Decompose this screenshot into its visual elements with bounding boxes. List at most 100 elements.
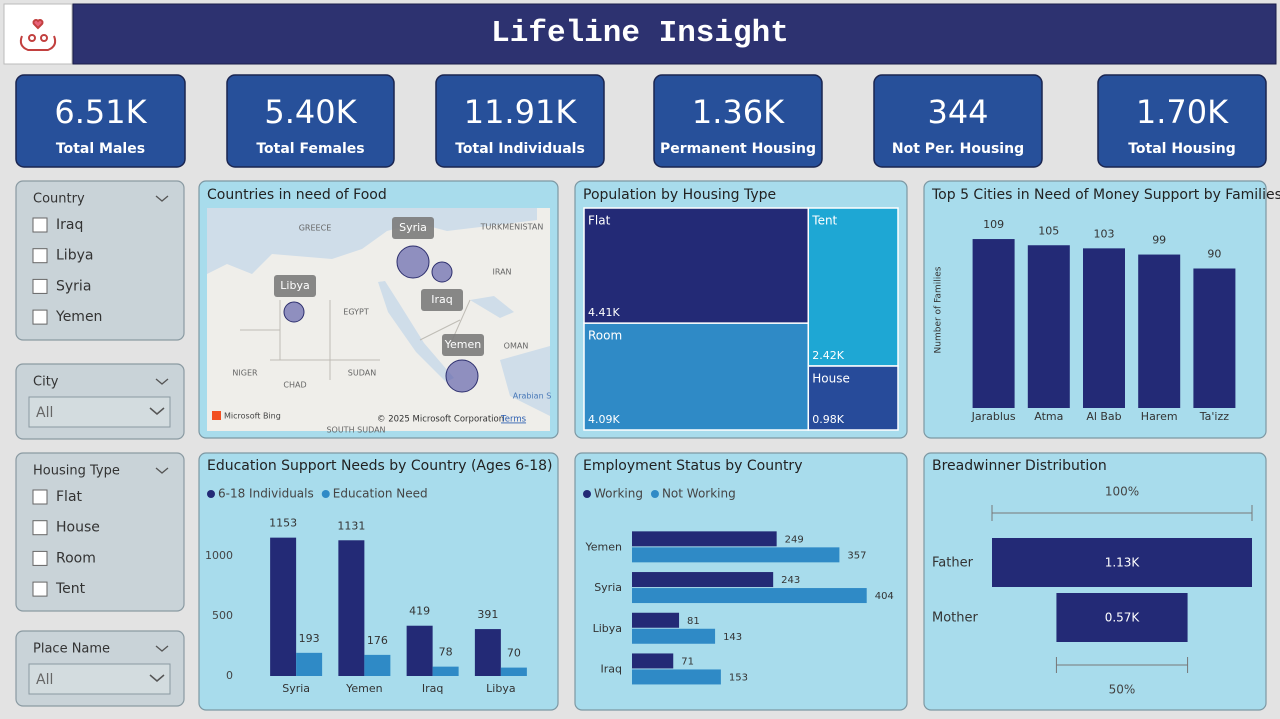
slicer-option[interactable]: Tent [55, 581, 86, 597]
map-bubble[interactable] [431, 261, 453, 283]
treemap-label: Tent [811, 214, 837, 228]
bar[interactable] [500, 667, 527, 676]
legend-dot [583, 490, 591, 498]
checkbox[interactable] [32, 309, 48, 325]
slicer-option[interactable]: Flat [56, 489, 83, 505]
x-tick-label: Ta'izz [1199, 410, 1229, 423]
data-label: 103 [1094, 227, 1115, 240]
x-tick-label: Libya [486, 682, 515, 695]
bar[interactable] [296, 652, 323, 676]
map-label-box [421, 289, 463, 311]
data-label: 99 [1152, 234, 1166, 247]
bar[interactable] [632, 531, 777, 547]
bar[interactable] [406, 625, 433, 676]
bar[interactable] [474, 629, 501, 676]
slicer-option[interactable]: Yemen [55, 309, 102, 325]
map-bubble[interactable] [283, 301, 305, 323]
data-label: 109 [983, 218, 1004, 231]
treemap-tile[interactable] [807, 365, 899, 431]
data-label: 70 [507, 647, 521, 660]
chart-title: Employment Status by Country [583, 458, 802, 474]
map-label: Yemen [444, 338, 482, 351]
bar[interactable] [270, 537, 297, 676]
kpi-label: Total Males [56, 141, 145, 157]
bar[interactable] [632, 572, 774, 588]
bar[interactable] [632, 653, 674, 669]
treemap-tile[interactable] [583, 322, 810, 431]
bar[interactable] [1027, 245, 1070, 408]
bar[interactable] [632, 612, 680, 628]
map-sea [207, 208, 537, 274]
checkbox[interactable] [32, 217, 48, 233]
bar[interactable] [632, 669, 721, 685]
checkbox[interactable] [32, 489, 48, 505]
category-label: Father [932, 556, 974, 571]
x-tick-label: Jarablus [971, 410, 1016, 423]
bar[interactable] [972, 239, 1015, 408]
kpi-label: Total Individuals [455, 141, 585, 157]
slicer-chevron [155, 467, 169, 474]
treemap-tile[interactable] [807, 207, 899, 367]
data-label: 78 [439, 646, 453, 659]
y-tick-label: 500 [212, 609, 233, 622]
checkbox[interactable] [32, 248, 48, 264]
funnel-bracket [991, 505, 1253, 521]
map-label-box [274, 275, 316, 297]
dropdown[interactable] [28, 396, 171, 428]
treemap-label: House [812, 372, 850, 386]
data-label: 176 [367, 634, 388, 647]
map-bubble[interactable] [445, 359, 479, 393]
treemap-tile[interactable] [583, 207, 810, 324]
kpi-label: Total Females [256, 141, 364, 157]
dropdown-value: All [36, 405, 53, 421]
bar[interactable] [1083, 248, 1125, 408]
x-tick-label: Atma [1034, 410, 1063, 423]
data-label: 143 [723, 632, 742, 643]
logo-hands [19, 35, 57, 51]
bar[interactable] [1138, 254, 1181, 408]
slicer-option[interactable]: Syria [56, 278, 91, 294]
logo-box [3, 3, 73, 65]
data-label: 81 [687, 616, 700, 627]
bar[interactable] [338, 540, 365, 676]
slicer-option[interactable]: Room [56, 550, 96, 566]
funnel-bar[interactable] [1056, 593, 1188, 642]
bar[interactable] [432, 666, 459, 676]
y-tick-label: 0 [226, 669, 233, 682]
dropdown[interactable] [28, 663, 171, 695]
slicer-option[interactable]: Libya [56, 248, 93, 264]
legend-label: Working [594, 487, 643, 501]
header-title: Lifeline Insight [491, 16, 789, 51]
map-place-name: NIGER [232, 369, 258, 378]
funnel-bar[interactable] [992, 538, 1252, 587]
checkbox[interactable] [32, 550, 48, 566]
treemap-value: 4.41K [588, 306, 620, 319]
checkbox[interactable] [32, 278, 48, 294]
chart-title: Top 5 Cities in Need of Money Support by… [931, 187, 1280, 203]
map-terms[interactable]: Terms [500, 415, 527, 425]
treemap-label: Flat [588, 214, 611, 228]
dropdown-chevron [149, 407, 165, 415]
bar[interactable] [632, 547, 840, 563]
slicer [15, 180, 185, 341]
slicer-option[interactable]: House [56, 520, 100, 536]
y-tick-label: Iraq [601, 662, 623, 675]
category-label: Mother [932, 611, 979, 626]
map-bubble[interactable] [396, 245, 430, 279]
bar[interactable] [364, 654, 391, 676]
kpi-value: 1.36K [692, 93, 785, 131]
bar[interactable] [632, 628, 716, 644]
map-provider-logo [212, 411, 221, 420]
treemap-label: Room [588, 329, 622, 343]
legend-label: Education Need [333, 487, 428, 501]
kpi-card [226, 74, 395, 168]
map-label: Syria [399, 221, 427, 234]
bar[interactable] [632, 588, 867, 604]
data-label: 193 [299, 632, 320, 645]
slicer-option[interactable]: Iraq [56, 217, 83, 233]
bar[interactable] [1193, 268, 1236, 409]
checkbox[interactable] [32, 581, 48, 597]
checkbox[interactable] [32, 520, 48, 536]
data-label: 1.13K [1105, 556, 1141, 570]
